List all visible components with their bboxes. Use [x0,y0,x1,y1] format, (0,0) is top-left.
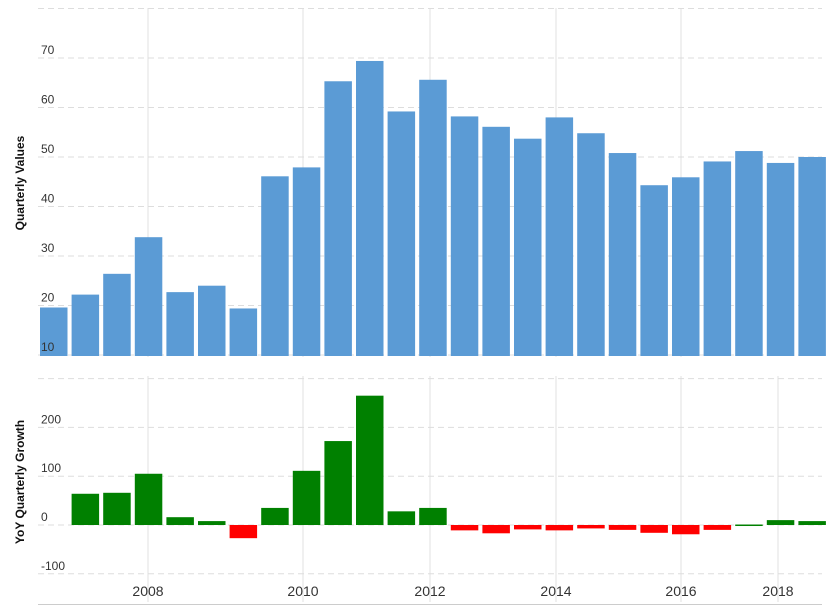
bottom-y-tick-label: 100 [41,461,61,475]
quarterly-value-bar [545,117,574,357]
top-y-tick-label: 20 [41,291,55,305]
growth-bar-positive [387,511,416,525]
x-tick-label: 2016 [665,583,696,599]
quarterly-value-bar [103,273,131,356]
growth-bar-negative [514,525,542,530]
growth-bar-positive [134,473,163,525]
x-tick-label: 2014 [540,583,571,599]
top-y-tick-label: 30 [41,241,55,255]
quarterly-value-bar [356,60,384,356]
x-tick-label: 2008 [132,583,163,599]
growth-bar-positive [198,521,226,525]
quarterly-value-bar [482,126,510,357]
quarterly-value-bar [514,138,542,356]
growth-bar-negative [703,525,732,530]
growth-bar-negative [545,525,574,531]
quarterly-value-bar [798,157,826,356]
quarterly-value-bar [229,308,258,356]
top-y-tick-label: 40 [41,192,55,206]
bottom-y-tick-label: 200 [41,412,61,426]
x-tick-label: 2012 [414,583,445,599]
growth-bar-negative [640,525,668,533]
tick-labels: 10 20 30 40 50 60 70 -100 0 100 200 2008 2010 2012 201… [41,43,794,599]
quarterly-value-bar [261,176,289,356]
top-y-tick-label: 10 [41,340,55,354]
quarterly-value-bar [450,116,479,356]
quarterly-value-bar [703,161,732,356]
quarterly-value-bar [640,185,668,356]
growth-bar-negative [482,525,510,534]
x-tick-label: 2010 [287,583,318,599]
quarterly-value-bar [419,79,447,356]
top-y-tick-label: 60 [41,93,55,107]
x-tick-label: 2018 [762,583,793,599]
quarterly-value-bar [766,162,795,356]
growth-bar-positive [356,395,384,525]
quarterly-value-bar [198,285,226,356]
bottom-y-axis-label: YoY Quarterly Growth [13,420,27,544]
top-y-axis-label: Quarterly Values [13,135,27,230]
quarterly-value-bar [608,153,637,356]
growth-bar-negative [577,525,605,529]
bottom-y-tick-label: -100 [41,559,65,573]
growth-bar-positive [71,493,100,525]
quarterly-value-bar [71,294,100,356]
growth-bar-negative [672,525,700,535]
quarterly-values-bars [40,60,826,357]
growth-bar-positive [735,524,763,527]
yoy-growth-bars [71,395,826,539]
top-y-tick-label: 70 [41,43,55,57]
quarterly-value-bar [387,111,416,357]
quarterly-value-bar [577,133,605,356]
growth-bar-positive [798,521,826,525]
growth-bar-positive [766,520,795,525]
growth-bar-negative [608,525,637,530]
quarterly-value-bar [292,167,321,356]
quarterly-value-bar [672,177,700,356]
growth-bar-positive [166,517,194,525]
growth-bar-positive [324,441,352,525]
quarterly-value-bar [735,151,763,356]
growth-bar-negative [450,525,479,531]
quarterly-value-bar [134,237,163,356]
growth-bar-negative [229,525,258,539]
quarterly-value-bar [166,292,194,356]
quarterly-value-bar [40,307,68,356]
growth-bar-positive [292,470,321,525]
growth-bar-positive [261,507,289,525]
bottom-y-tick-label: 0 [41,510,48,524]
growth-bar-positive [419,507,447,525]
top-y-tick-label: 50 [41,142,55,156]
quarterly-value-bar [324,81,352,356]
growth-bar-positive [103,492,131,525]
